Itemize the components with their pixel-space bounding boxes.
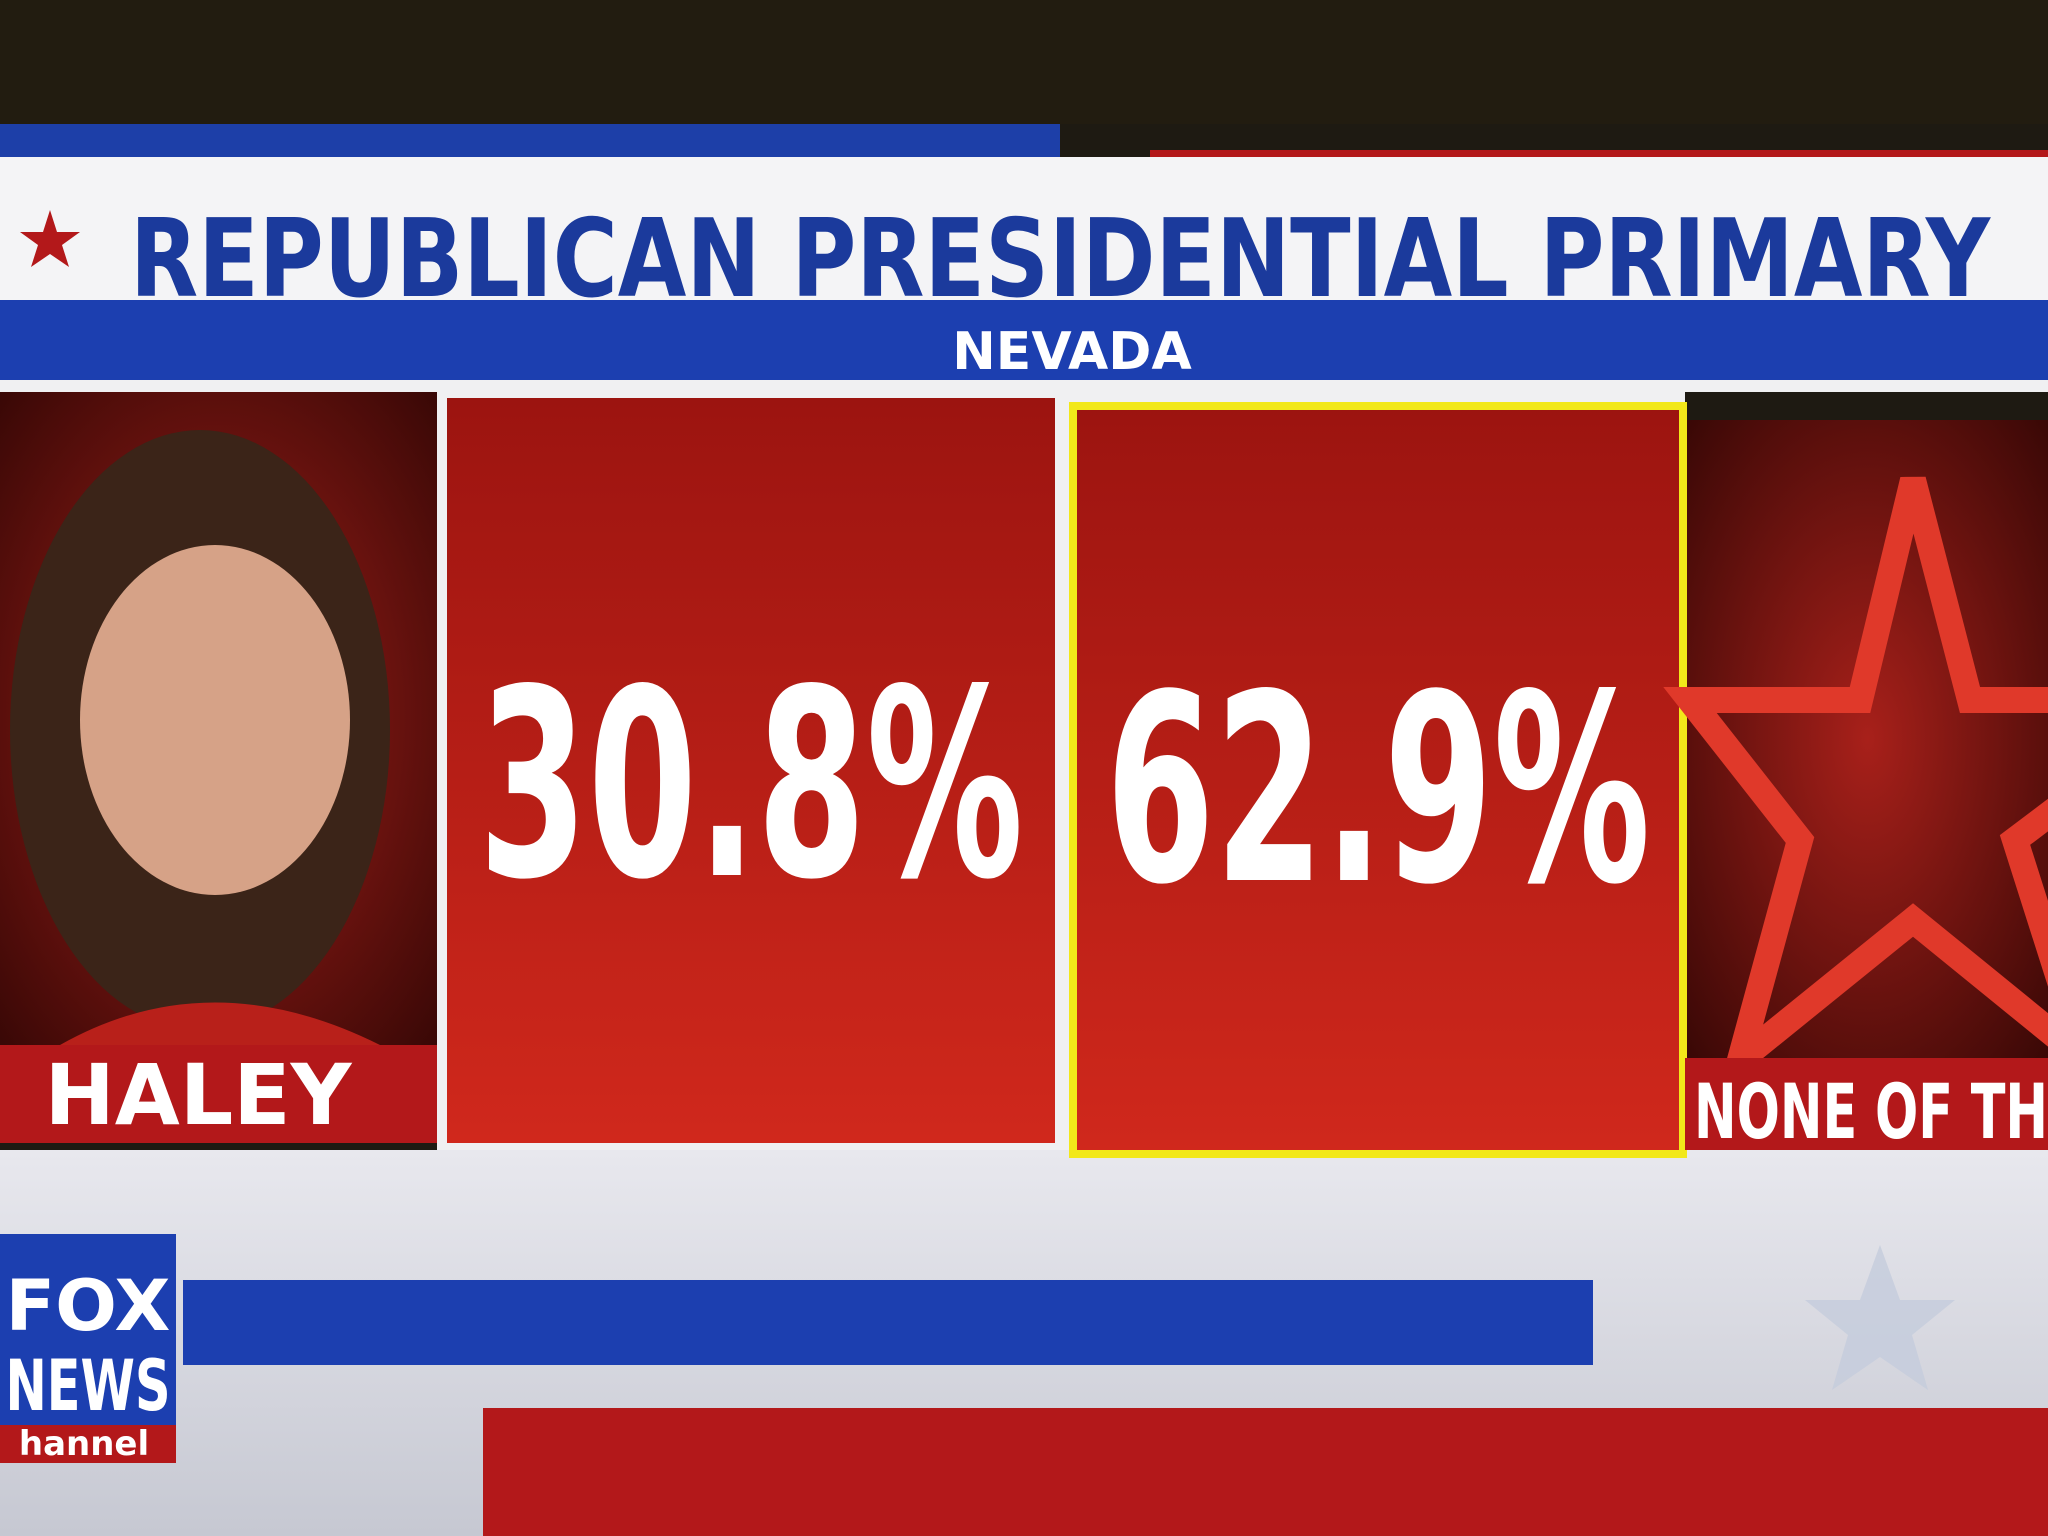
percent: 30.8% (479, 635, 1024, 937)
logo (0, 1234, 176, 1463)
candidate-name: HALEY (44, 1046, 352, 1144)
logo-text: FOX (6, 1265, 171, 1347)
face (80, 545, 350, 895)
subtitle: NEVADA (952, 322, 1191, 382)
name-bar (0, 1045, 437, 1143)
logo-band (0, 1425, 176, 1463)
divider (0, 380, 2048, 392)
percent-box-winner (1069, 402, 1687, 1158)
shoulders (60, 1002, 380, 1045)
star-icon (20, 210, 80, 267)
blue-bar (183, 1280, 1593, 1365)
name-bar (1685, 1058, 2048, 1150)
star-icon (1805, 1245, 1955, 1390)
candidate-name: NONE OF TH (1694, 1067, 2048, 1156)
percent: 62.9% (1106, 640, 1651, 942)
top-stripe (0, 124, 1060, 158)
bezel (0, 0, 2048, 124)
red-bar (483, 1408, 2048, 1536)
logo-text: NEWS (6, 1345, 171, 1427)
subtitle-band (0, 300, 2048, 380)
percent-box (447, 398, 1055, 1143)
star-icon (1663, 476, 2048, 1096)
title-band (0, 157, 2048, 300)
logo-text: hannel (19, 1424, 149, 1464)
